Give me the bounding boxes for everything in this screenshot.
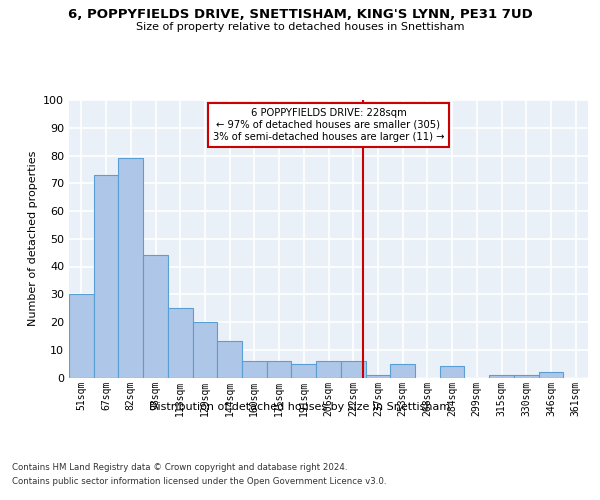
Bar	[217, 342, 242, 378]
Bar	[118, 158, 143, 378]
Bar	[267, 361, 292, 378]
Bar	[341, 361, 365, 378]
Bar	[292, 364, 316, 378]
Text: Size of property relative to detached houses in Snettisham: Size of property relative to detached ho…	[136, 22, 464, 32]
Text: 6, POPPYFIELDS DRIVE, SNETTISHAM, KING'S LYNN, PE31 7UD: 6, POPPYFIELDS DRIVE, SNETTISHAM, KING'S…	[68, 8, 532, 20]
Bar	[489, 374, 514, 378]
Text: Distribution of detached houses by size in Snettisham: Distribution of detached houses by size …	[149, 402, 451, 412]
Bar	[242, 361, 267, 378]
Bar	[94, 175, 118, 378]
Bar	[514, 374, 539, 378]
Bar	[316, 361, 341, 378]
Bar	[440, 366, 464, 378]
Bar	[168, 308, 193, 378]
Bar	[143, 256, 168, 378]
Y-axis label: Number of detached properties: Number of detached properties	[28, 151, 38, 326]
Bar	[365, 374, 390, 378]
Text: 6 POPPYFIELDS DRIVE: 228sqm
← 97% of detached houses are smaller (305)
3% of sem: 6 POPPYFIELDS DRIVE: 228sqm ← 97% of det…	[213, 108, 444, 142]
Bar	[390, 364, 415, 378]
Bar	[193, 322, 217, 378]
Text: Contains public sector information licensed under the Open Government Licence v3: Contains public sector information licen…	[12, 478, 386, 486]
Text: Contains HM Land Registry data © Crown copyright and database right 2024.: Contains HM Land Registry data © Crown c…	[12, 462, 347, 471]
Bar	[69, 294, 94, 378]
Bar	[539, 372, 563, 378]
